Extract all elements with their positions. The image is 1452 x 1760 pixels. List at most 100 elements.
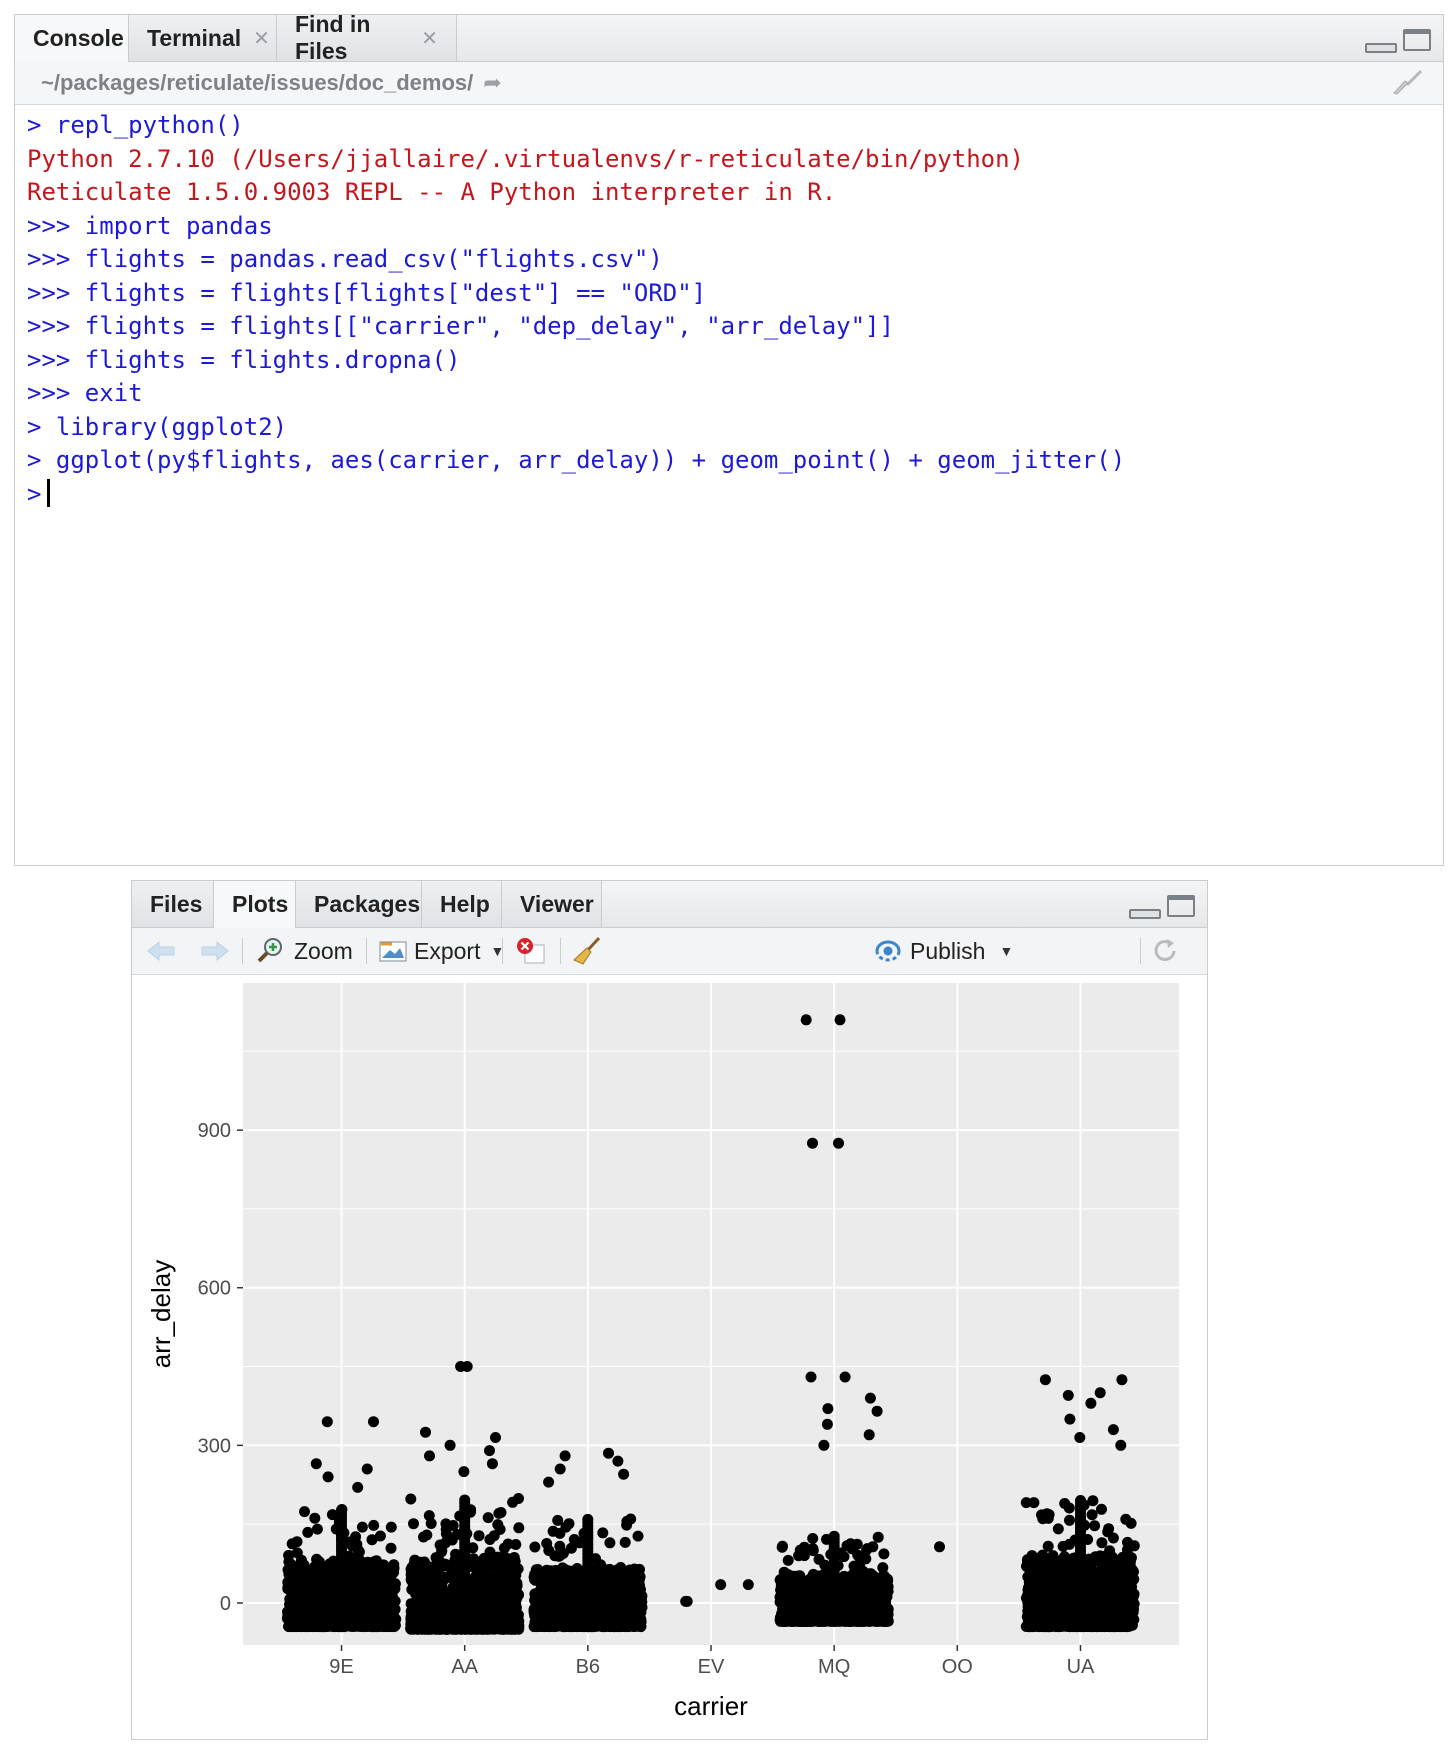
tab-plots[interactable]: Plots (214, 881, 296, 928)
data-point (1119, 1576, 1131, 1587)
data-point (413, 1623, 425, 1635)
data-point (618, 1468, 630, 1480)
back-arrow-icon[interactable] (146, 928, 176, 974)
data-point (1117, 1551, 1129, 1563)
data-point (782, 1554, 794, 1566)
data-point (310, 1458, 322, 1470)
data-point (1064, 1538, 1075, 1550)
data-point (1089, 1520, 1101, 1532)
data-point (860, 1553, 872, 1565)
console-prompt[interactable]: > (27, 478, 1433, 512)
data-point (872, 1531, 884, 1543)
y-tick-label: 900 (198, 1120, 231, 1142)
console-line: > repl_python() (27, 111, 244, 139)
data-point (447, 1566, 459, 1578)
tab-find-in-files-label: Find in Files (295, 11, 371, 64)
data-point (368, 1416, 379, 1428)
data-point (422, 1571, 434, 1583)
data-point (1028, 1497, 1040, 1509)
data-point (798, 1594, 810, 1606)
data-point (543, 1476, 555, 1488)
data-point (858, 1582, 870, 1593)
data-point (811, 1604, 823, 1616)
data-point (354, 1564, 366, 1576)
data-point (1099, 1550, 1111, 1562)
console-line: >>> flights = pandas.read_csv("flights.c… (27, 245, 663, 273)
console-output[interactable]: > repl_python() Python 2.7.10 (/Users/jja… (27, 109, 1433, 865)
refresh-icon[interactable] (1150, 928, 1180, 974)
data-point (1120, 1603, 1132, 1615)
data-points (281, 1014, 1140, 1635)
working-directory-path[interactable]: ~/packages/reticulate/issues/doc_demos/ (41, 70, 474, 95)
data-point (299, 1506, 310, 1518)
data-point (603, 1447, 614, 1459)
zoom-button[interactable]: Zoom (256, 928, 353, 974)
data-point (599, 1590, 611, 1601)
clear-all-plots-button[interactable] (572, 928, 602, 974)
x-tick-label: OO (942, 1656, 973, 1678)
maximize-icon[interactable] (1167, 895, 1195, 917)
go-to-directory-icon[interactable]: ➦ (483, 70, 502, 95)
data-point (554, 1608, 565, 1620)
chevron-down-icon: ▼ (999, 943, 1014, 959)
data-point (1075, 1495, 1086, 1506)
data-point (311, 1586, 323, 1598)
data-point (322, 1471, 334, 1483)
tab-viewer[interactable]: Viewer (502, 881, 602, 927)
tab-terminal-label: Terminal (147, 24, 242, 51)
tab-find-in-files[interactable]: Find in Files ✕ (277, 11, 457, 64)
data-point (446, 1534, 458, 1546)
data-point (623, 1583, 635, 1595)
close-icon[interactable]: ✕ (253, 27, 270, 50)
publish-button[interactable]: Publish ▼ (872, 928, 1013, 974)
data-point (1039, 1374, 1051, 1386)
data-point (1116, 1374, 1128, 1386)
data-point (800, 1612, 812, 1624)
maximize-icon[interactable] (1403, 29, 1431, 51)
data-point (625, 1513, 637, 1525)
data-point (597, 1527, 609, 1539)
data-point (1122, 1621, 1134, 1632)
tab-files[interactable]: Files (132, 881, 214, 927)
broom-icon (573, 936, 601, 965)
tab-console[interactable]: Console (15, 15, 129, 62)
remove-plot-button[interactable] (516, 928, 546, 974)
close-icon[interactable]: ✕ (421, 27, 438, 50)
data-point (285, 1559, 297, 1571)
y-tick-label: 300 (198, 1435, 231, 1457)
data-point (565, 1621, 577, 1632)
data-point (609, 1572, 621, 1584)
forward-arrow-icon[interactable] (200, 928, 230, 974)
console-line: >>> flights = flights[flights["dest"] ==… (27, 278, 707, 307)
minimize-icon[interactable] (1365, 43, 1397, 53)
data-point (476, 1590, 488, 1602)
zoom-icon (257, 938, 282, 963)
data-point (487, 1560, 499, 1572)
data-point (322, 1580, 333, 1592)
data-point (864, 1568, 876, 1580)
tab-terminal[interactable]: Terminal ✕ (129, 15, 277, 61)
tab-help[interactable]: Help (422, 881, 502, 927)
data-point (1128, 1540, 1140, 1552)
data-point (839, 1371, 851, 1383)
data-point (1120, 1513, 1132, 1525)
tab-packages[interactable]: Packages (296, 881, 422, 927)
data-point (477, 1623, 489, 1635)
data-point (509, 1555, 521, 1567)
data-point (834, 1014, 846, 1026)
plots-toolbar: Zoom Export ▼ (132, 928, 1207, 975)
data-point (1086, 1509, 1098, 1521)
export-button[interactable]: Export ▼ (378, 928, 504, 974)
data-point (564, 1609, 575, 1621)
export-label: Export (414, 937, 481, 964)
clear-console-icon[interactable] (1391, 68, 1425, 98)
minimize-icon[interactable] (1129, 909, 1161, 919)
data-point (789, 1586, 801, 1598)
data-point (634, 1571, 646, 1583)
data-point (797, 1577, 808, 1589)
console-line: > library(ggplot2) (27, 412, 288, 441)
data-point (1096, 1537, 1108, 1549)
data-point (309, 1561, 321, 1573)
data-point (1061, 1561, 1073, 1573)
